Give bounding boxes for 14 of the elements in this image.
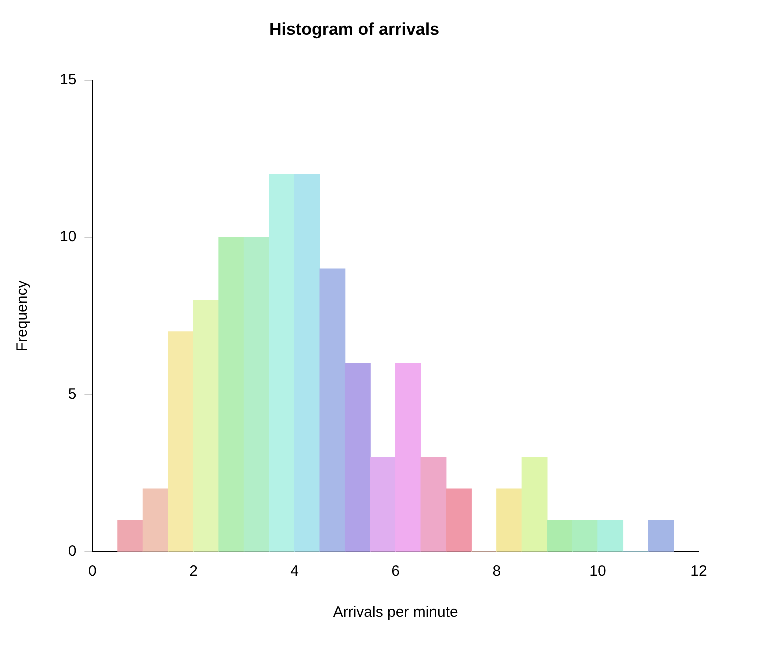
y-tick-label: 5 bbox=[68, 386, 77, 403]
x-tick-label: 2 bbox=[190, 563, 198, 580]
y-tick-label: 15 bbox=[60, 72, 77, 89]
x-tick-label: 0 bbox=[88, 563, 97, 580]
chart-title: Histogram of arrivals bbox=[269, 20, 440, 39]
x-tick-label: 10 bbox=[590, 563, 606, 580]
y-tick-label: 0 bbox=[68, 543, 77, 560]
x-tick-label: 12 bbox=[690, 563, 708, 580]
x-tick-label: 8 bbox=[492, 563, 502, 580]
x-tick-label: 4 bbox=[290, 563, 299, 580]
y-tick-label: 10 bbox=[60, 228, 77, 246]
y-axis-title: Frequency bbox=[14, 280, 32, 352]
x-axis-title: Arrivals per minute bbox=[333, 604, 458, 622]
x-tick-label: 6 bbox=[392, 563, 400, 580]
